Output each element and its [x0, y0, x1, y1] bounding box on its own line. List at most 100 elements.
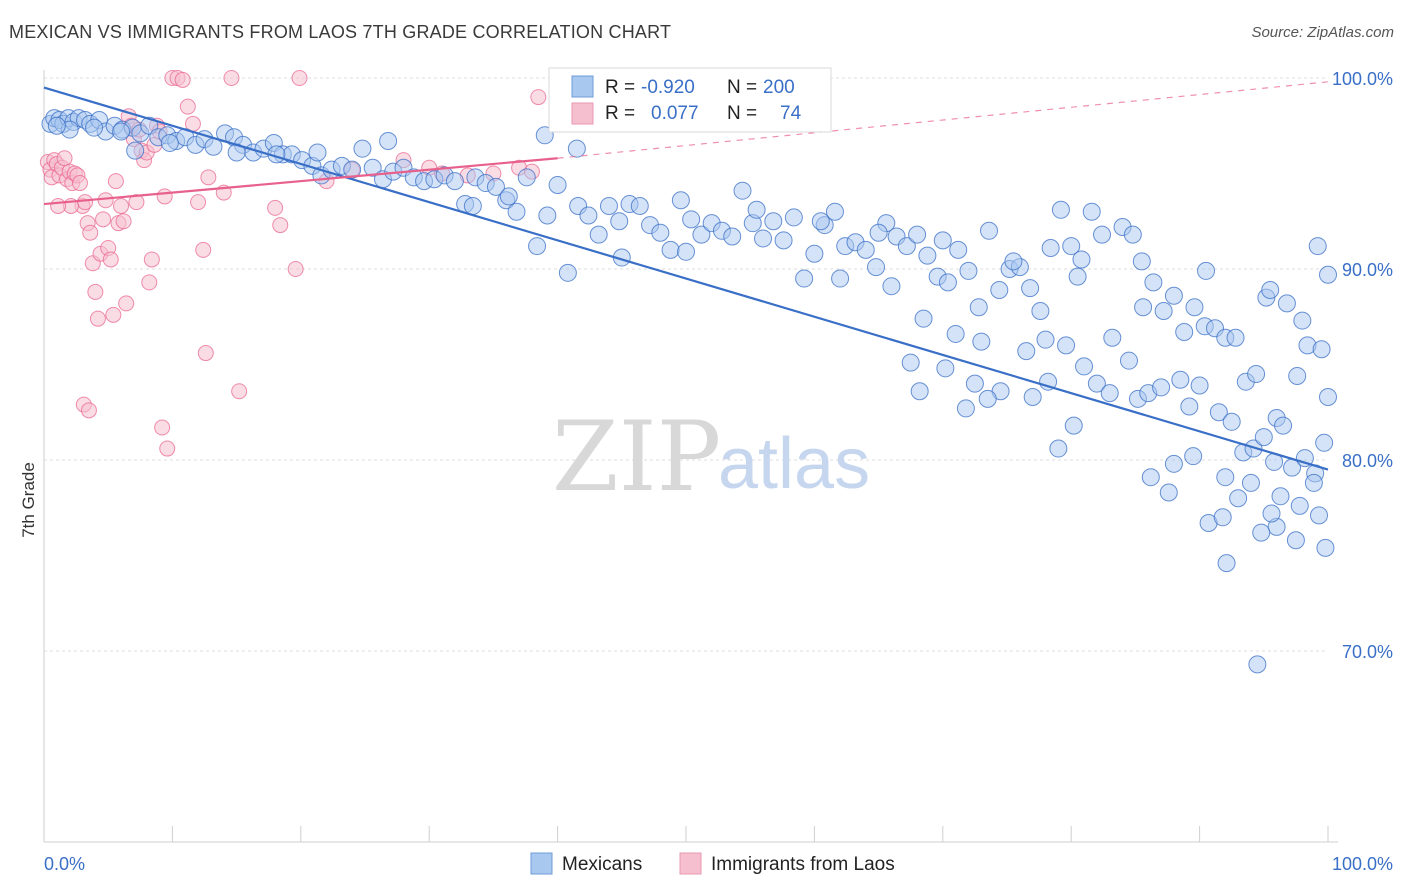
mexican-point — [463, 196, 482, 215]
laos-point — [154, 419, 171, 436]
mexican-point — [507, 202, 526, 221]
mexican-point — [1144, 273, 1163, 292]
legend-n-label-2: N = — [727, 103, 757, 124]
mexican-point — [308, 143, 327, 162]
mexican-point — [867, 258, 886, 277]
mexican-point — [1103, 328, 1122, 347]
mexican-point — [918, 246, 937, 265]
legend-n-value-2: 74 — [780, 103, 802, 124]
laos-point — [231, 383, 248, 400]
mexican-point — [754, 229, 773, 248]
laos-point — [102, 251, 119, 268]
mexican-point — [1171, 370, 1190, 389]
mexican-point — [733, 181, 752, 200]
mexican-point — [1229, 489, 1248, 508]
mexican-point — [1261, 281, 1280, 300]
mexican-point — [747, 200, 766, 219]
laos-point — [50, 197, 67, 214]
mexican-point — [1209, 403, 1228, 422]
laos-point — [107, 173, 124, 190]
mexican-point — [897, 237, 916, 256]
mexican-point — [938, 273, 957, 292]
mexican-point — [980, 221, 999, 240]
mexican-point — [1241, 473, 1260, 492]
mexican-point — [1023, 387, 1042, 406]
mexican-point — [1254, 428, 1273, 447]
mexican-point — [1159, 483, 1178, 502]
laos-point — [287, 261, 304, 277]
mexican-point — [1004, 252, 1023, 271]
x-tick-label-start: 0.0% — [44, 854, 85, 874]
mexican-point — [1100, 384, 1119, 403]
mexican-point — [353, 139, 372, 158]
mexican-point — [1319, 387, 1337, 406]
mexican-point — [825, 202, 844, 221]
watermark-zip: ZIP — [552, 401, 721, 513]
mexican-point — [47, 116, 66, 135]
mexican-point — [1226, 328, 1245, 347]
mexican-point — [610, 212, 629, 231]
mexican-point — [1286, 531, 1305, 550]
mexican-point — [1247, 365, 1266, 384]
x-tick-label-end: 100.0% — [1332, 854, 1393, 874]
mexican-point — [795, 269, 814, 288]
mexican-point — [1021, 279, 1040, 298]
laos-point — [159, 440, 176, 457]
mexican-point — [949, 240, 968, 259]
laos-point — [200, 169, 217, 186]
mexican-point — [936, 359, 955, 378]
mexican-point — [1304, 473, 1323, 492]
laos-point — [197, 345, 214, 362]
mexican-point — [567, 139, 586, 158]
mexican-point — [1068, 267, 1087, 286]
mexican-point — [908, 225, 927, 244]
mexican-point — [661, 240, 680, 259]
mexican-point — [379, 132, 398, 151]
mexican-point — [831, 269, 850, 288]
mexican-point — [160, 133, 179, 152]
laos-point — [267, 199, 284, 216]
laos-point — [97, 192, 114, 209]
mexican-point — [1075, 357, 1094, 376]
mexican-point — [978, 389, 997, 408]
laos-point — [77, 194, 94, 211]
mexican-point — [1057, 336, 1076, 355]
laos-point — [141, 274, 158, 291]
legend-swatch-mexicans — [571, 75, 594, 98]
mexican-point — [956, 399, 975, 418]
mexican-point — [1164, 286, 1183, 305]
source-label: Source: ZipAtlas.com — [1251, 24, 1394, 41]
mexican-point — [910, 382, 929, 401]
mexican-point — [1093, 225, 1112, 244]
laos-trend-line-extended — [557, 81, 1329, 159]
legend-swatch-laos — [571, 102, 594, 125]
mexican-point — [599, 196, 618, 215]
laos-point — [82, 224, 99, 241]
laos-point — [115, 213, 132, 230]
mexican-point — [1087, 374, 1106, 393]
mexican-point — [969, 298, 988, 317]
bottom-legend: Mexicans Immigrants from Laos — [530, 852, 895, 875]
legend-r-value-1: -0.920 — [641, 77, 695, 98]
mexican-point — [1197, 261, 1216, 280]
mexican-point — [692, 225, 711, 244]
mexican-point — [589, 225, 608, 244]
watermark: ZIP atlas — [552, 401, 870, 513]
mexican-point — [1217, 554, 1236, 573]
laos-point — [113, 197, 130, 214]
y-tick-label-0: 100.0% — [1332, 69, 1393, 89]
mexican-point — [1134, 298, 1153, 317]
laos-point — [291, 70, 308, 86]
mexican-point — [1216, 468, 1235, 487]
laos-point — [223, 70, 240, 86]
mexican-point — [1180, 397, 1199, 416]
mexican-point — [1017, 342, 1036, 361]
mexican-point — [1064, 416, 1083, 435]
laos-point — [56, 150, 73, 167]
mexican-point — [1072, 250, 1091, 269]
mexican-point — [972, 332, 991, 351]
mexican-point — [990, 281, 1009, 300]
trend-lines — [43, 81, 1329, 471]
y-tick-labels: 100.0% 90.0% 80.0% 70.0% — [1332, 69, 1393, 662]
laos-trend-line — [43, 157, 558, 206]
